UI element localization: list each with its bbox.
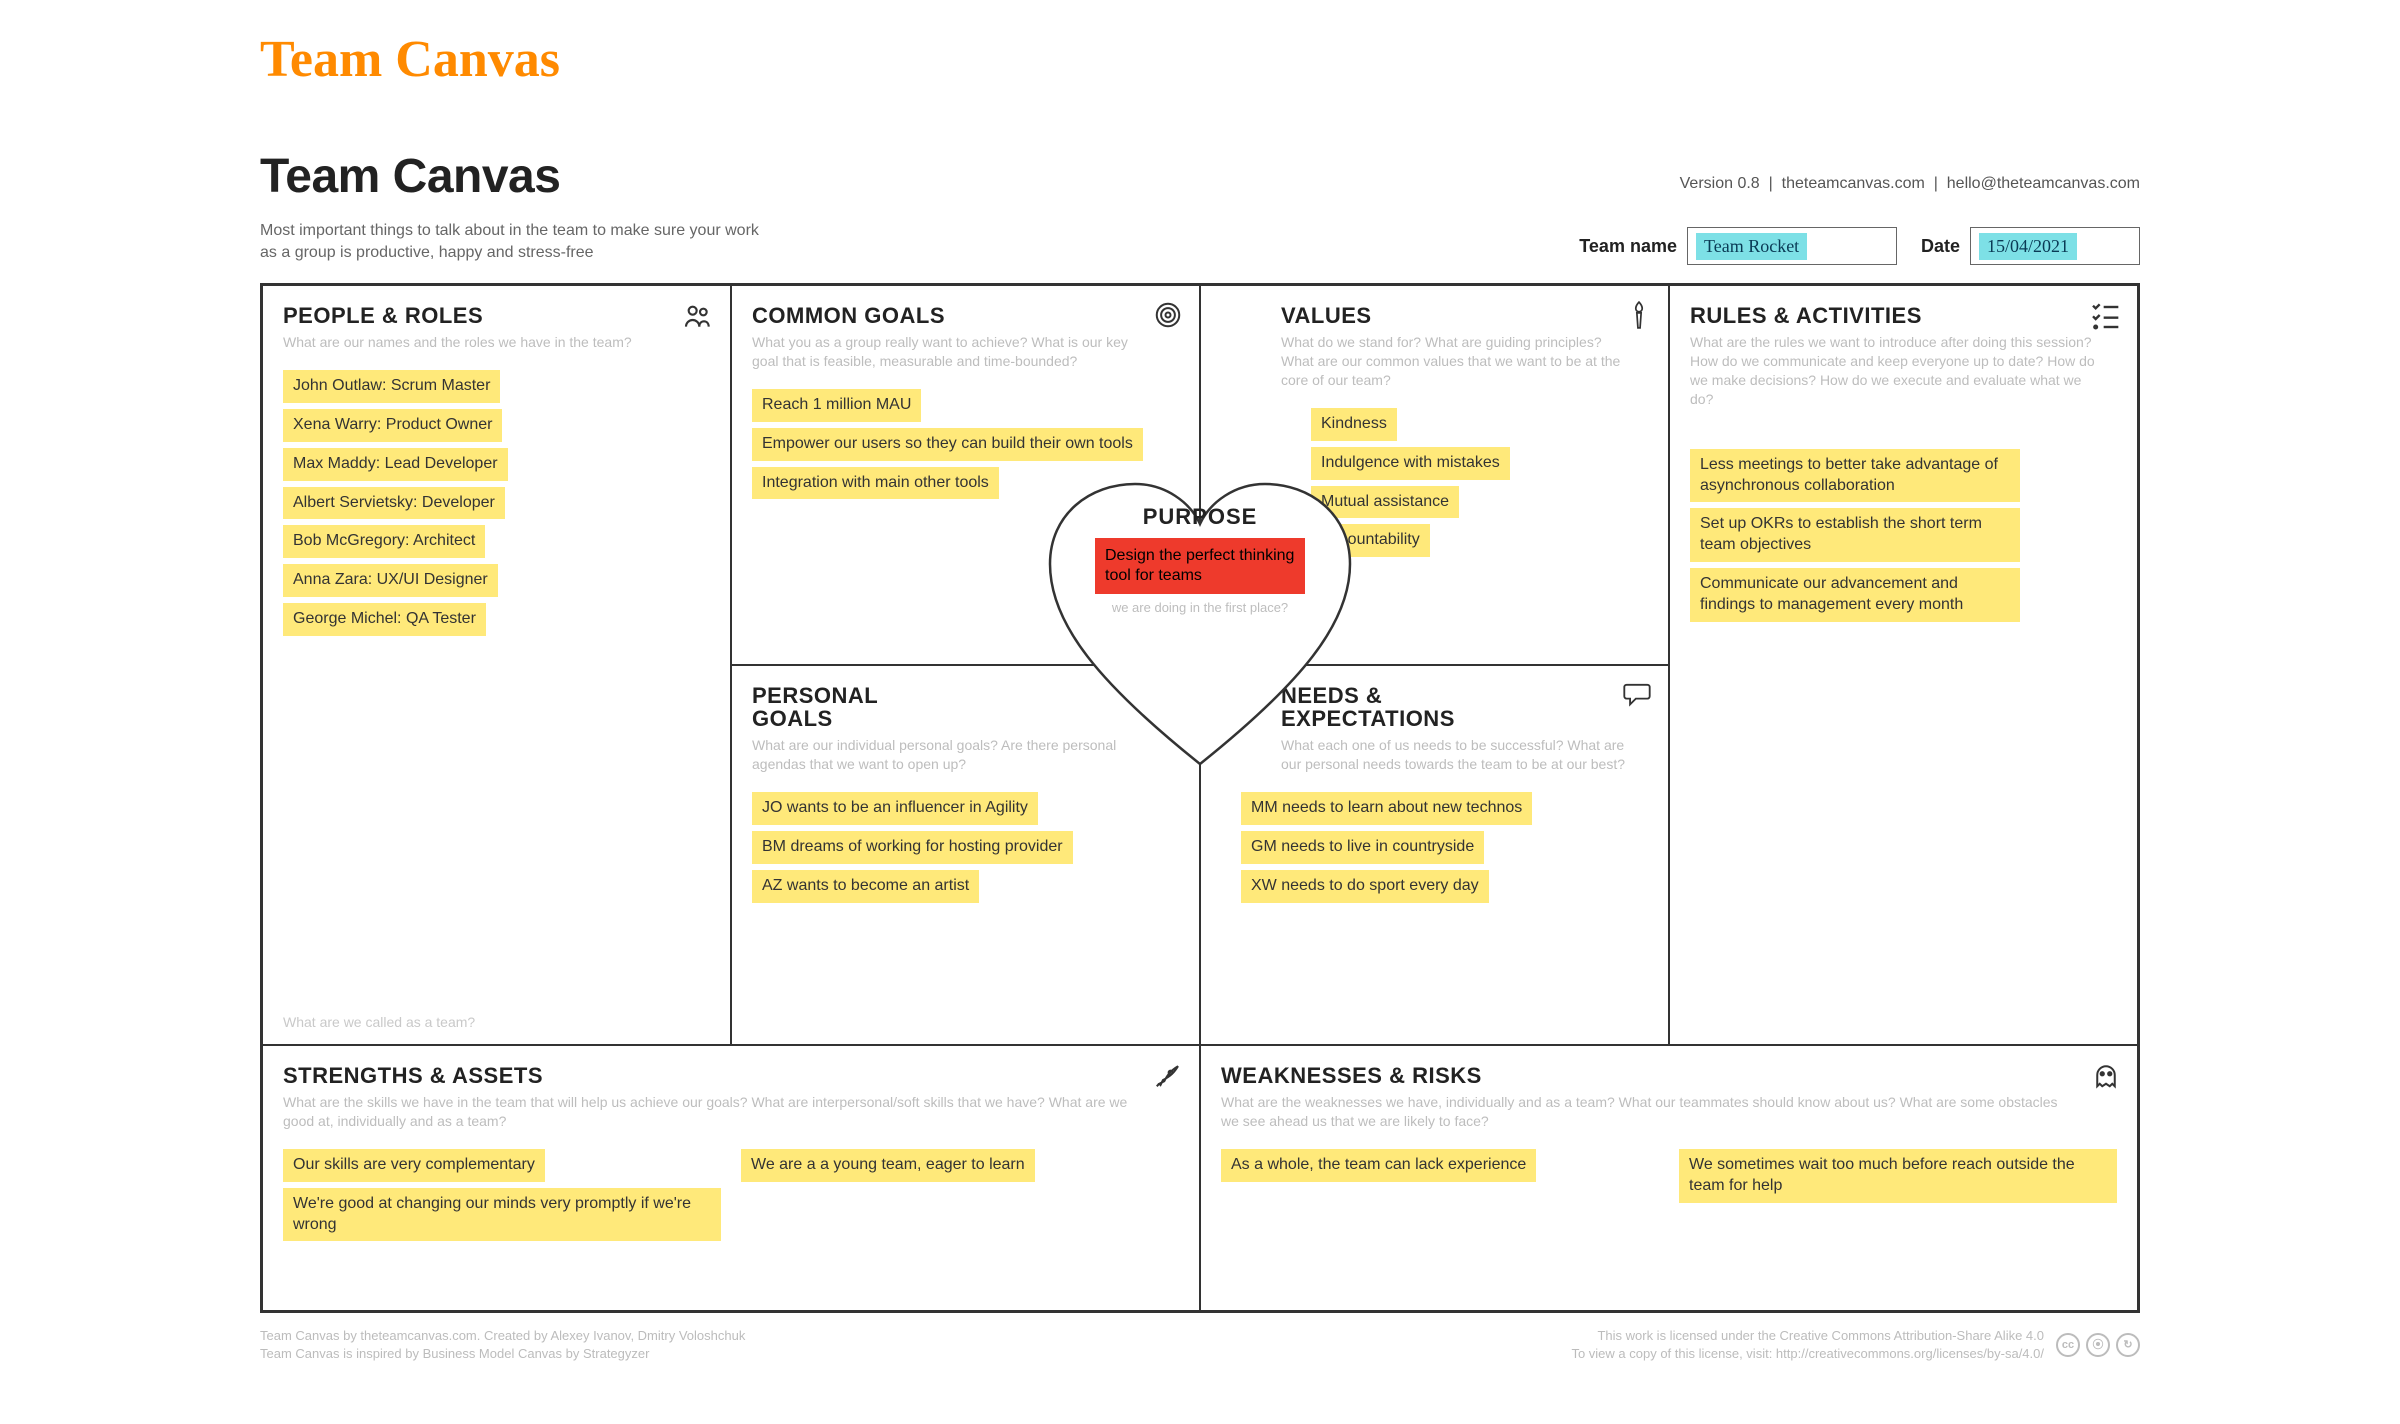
- sticky-note[interactable]: We're good at changing our minds very pr…: [283, 1188, 721, 1242]
- weak-notes: As a whole, the team can lack experience…: [1221, 1149, 2117, 1203]
- rules-desc: What are the rules we want to introduce …: [1690, 333, 2096, 409]
- cell-personal-goals: PERSONAL GOALS What are our individual p…: [731, 665, 1200, 1045]
- sticky-note[interactable]: Indulgence with mistakes: [1311, 447, 1510, 480]
- attribution-footer: Team Canvas by theteamcanvas.com. Create…: [260, 1327, 2140, 1363]
- thought-bubble-icon: [1153, 680, 1183, 713]
- goals-title: COMMON GOALS: [752, 304, 1179, 327]
- attribution-right-2: To view a copy of this license, visit: h…: [1571, 1345, 2044, 1363]
- cell-people-roles: PEOPLE & ROLES What are our names and th…: [262, 285, 731, 1045]
- goals-notes: Reach 1 million MAU Empower our users so…: [752, 389, 1179, 499]
- sticky-note[interactable]: Integration with main other tools: [752, 467, 999, 500]
- people-footer-question: What are we called as a team?: [283, 1014, 475, 1030]
- sticky-note[interactable]: JO wants to be an influencer in Agility: [752, 792, 1038, 825]
- sticky-note[interactable]: George Michel: QA Tester: [283, 603, 486, 636]
- canvas-title: Team Canvas: [260, 149, 560, 204]
- target-icon: [1153, 300, 1183, 335]
- sticky-note[interactable]: Communicate our advancement and findings…: [1690, 568, 2020, 622]
- weak-desc: What are the weaknesses we have, individ…: [1221, 1093, 2072, 1131]
- values-desc: What do we stand for? What are guiding p…: [1221, 333, 1627, 390]
- ghost-icon: [2091, 1060, 2121, 1095]
- team-name-label: Team name: [1579, 236, 1677, 257]
- sticky-note[interactable]: Kindness: [1311, 408, 1397, 441]
- cell-needs-expectations: NEEDS & EXPECTATIONS What each one of us…: [1200, 665, 1669, 1045]
- goals-desc: What you as a group really want to achie…: [752, 333, 1158, 371]
- sticky-note[interactable]: Bob McGregory: Architect: [283, 525, 485, 558]
- cell-weaknesses-risks: WEAKNESSES & RISKS What are the weakness…: [1200, 1045, 2138, 1311]
- sticky-note[interactable]: Max Maddy: Lead Developer: [283, 448, 508, 481]
- attribution-left-1: Team Canvas by theteamcanvas.com. Create…: [260, 1327, 745, 1345]
- personal-title: PERSONAL GOALS: [752, 684, 952, 730]
- sticky-note[interactable]: We are a a young team, eager to learn: [741, 1149, 1035, 1182]
- cc-icon: cc: [2056, 1333, 2080, 1357]
- needs-title: NEEDS & EXPECTATIONS: [1221, 684, 1501, 730]
- sticky-note[interactable]: Reach 1 million MAU: [752, 389, 921, 422]
- sticky-note[interactable]: GM needs to live in countryside: [1241, 831, 1484, 864]
- attribution-left-2: Team Canvas is inspired by Business Mode…: [260, 1345, 745, 1363]
- needs-notes: MM needs to learn about new technos GM n…: [1221, 792, 1648, 902]
- date-label: Date: [1921, 236, 1960, 257]
- sticky-note[interactable]: AZ wants to become an artist: [752, 870, 979, 903]
- personal-notes: JO wants to be an influencer in Agility …: [752, 792, 1179, 902]
- sticky-note[interactable]: Our skills are very complementary: [283, 1149, 545, 1182]
- sticky-note[interactable]: We sometimes wait too much before reach …: [1679, 1149, 2117, 1203]
- people-notes: John Outlaw: Scrum Master Xena Warry: Pr…: [283, 370, 710, 636]
- purpose-sticky-note[interactable]: Design the perfect thinking tool for tea…: [1095, 538, 1305, 594]
- version-text: Version 0.8: [1680, 175, 1760, 192]
- sticky-note[interactable]: Empower our users so they can build thei…: [752, 428, 1143, 461]
- subtitle: Most important things to talk about in t…: [260, 220, 780, 263]
- sticky-note[interactable]: Albert Servietsky: Developer: [283, 487, 505, 520]
- sticky-note[interactable]: Set up OKRs to establish the short term …: [1690, 508, 2020, 562]
- date-value: 15/04/2021: [1979, 233, 2077, 260]
- sticky-note[interactable]: MM needs to learn about new technos: [1241, 792, 1532, 825]
- email-text: hello@theteamcanvas.com: [1947, 175, 2140, 192]
- sticky-note[interactable]: BM dreams of working for hosting provide…: [752, 831, 1073, 864]
- purpose-subtext: we are doing in the first place?: [1080, 600, 1320, 617]
- values-title: VALUES: [1221, 304, 1648, 327]
- sticky-note[interactable]: Anna Zara: UX/UI Designer: [283, 564, 498, 597]
- sticky-note[interactable]: John Outlaw: Scrum Master: [283, 370, 500, 403]
- needs-desc: What each one of us needs to be successf…: [1221, 736, 1627, 774]
- cell-strengths-assets: STRENGTHS & ASSETS What are the skills w…: [262, 1045, 1200, 1311]
- site-text: theteamcanvas.com: [1782, 175, 1925, 192]
- sticky-note[interactable]: Accountability: [1311, 524, 1430, 557]
- strengths-desc: What are the skills we have in the team …: [283, 1093, 1134, 1131]
- speech-bubble-icon: [1622, 680, 1652, 713]
- sticky-note[interactable]: Xena Warry: Product Owner: [283, 409, 502, 442]
- people-title: PEOPLE & ROLES: [283, 304, 710, 327]
- strengths-notes: Our skills are very complementary We're …: [283, 1149, 1179, 1241]
- page-title: Team Canvas: [260, 30, 2140, 89]
- personal-desc: What are our individual personal goals? …: [752, 736, 1158, 774]
- people-icon: [682, 300, 714, 337]
- rocket-icon: [1153, 1060, 1183, 1095]
- checklist-icon: [2089, 300, 2121, 335]
- rules-title: RULES & ACTIVITIES: [1690, 304, 2117, 327]
- date-input[interactable]: 15/04/2021: [1970, 227, 2140, 265]
- team-name-value: Team Rocket: [1696, 233, 1807, 260]
- strengths-title: STRENGTHS & ASSETS: [283, 1064, 1179, 1087]
- team-name-input[interactable]: Team Rocket: [1687, 227, 1897, 265]
- cc-by-icon: ⦿: [2086, 1333, 2110, 1357]
- weak-title: WEAKNESSES & RISKS: [1221, 1064, 2117, 1087]
- cc-sa-icon: ↻: [2116, 1333, 2140, 1357]
- cc-license-icons: cc ⦿ ↻: [2056, 1333, 2140, 1357]
- sticky-note[interactable]: Less meetings to better take advantage o…: [1690, 449, 2020, 503]
- team-canvas-grid: PEOPLE & ROLES What are our names and th…: [260, 283, 2140, 1313]
- attribution-right-1: This work is licensed under the Creative…: [1571, 1327, 2044, 1345]
- people-desc: What are our names and the roles we have…: [283, 333, 689, 352]
- meta-info: Version 0.8 | theteamcanvas.com | hello@…: [1680, 175, 2140, 193]
- purpose-title: PURPOSE: [1080, 504, 1320, 530]
- sticky-note[interactable]: XW needs to do sport every day: [1241, 870, 1489, 903]
- rules-notes: Less meetings to better take advantage o…: [1690, 449, 2117, 622]
- torch-icon: [1626, 300, 1652, 335]
- sticky-note[interactable]: Mutual assistance: [1311, 486, 1459, 519]
- sticky-note[interactable]: As a whole, the team can lack experience: [1221, 1149, 1536, 1182]
- cell-rules-activities: RULES & ACTIVITIES What are the rules we…: [1669, 285, 2138, 1045]
